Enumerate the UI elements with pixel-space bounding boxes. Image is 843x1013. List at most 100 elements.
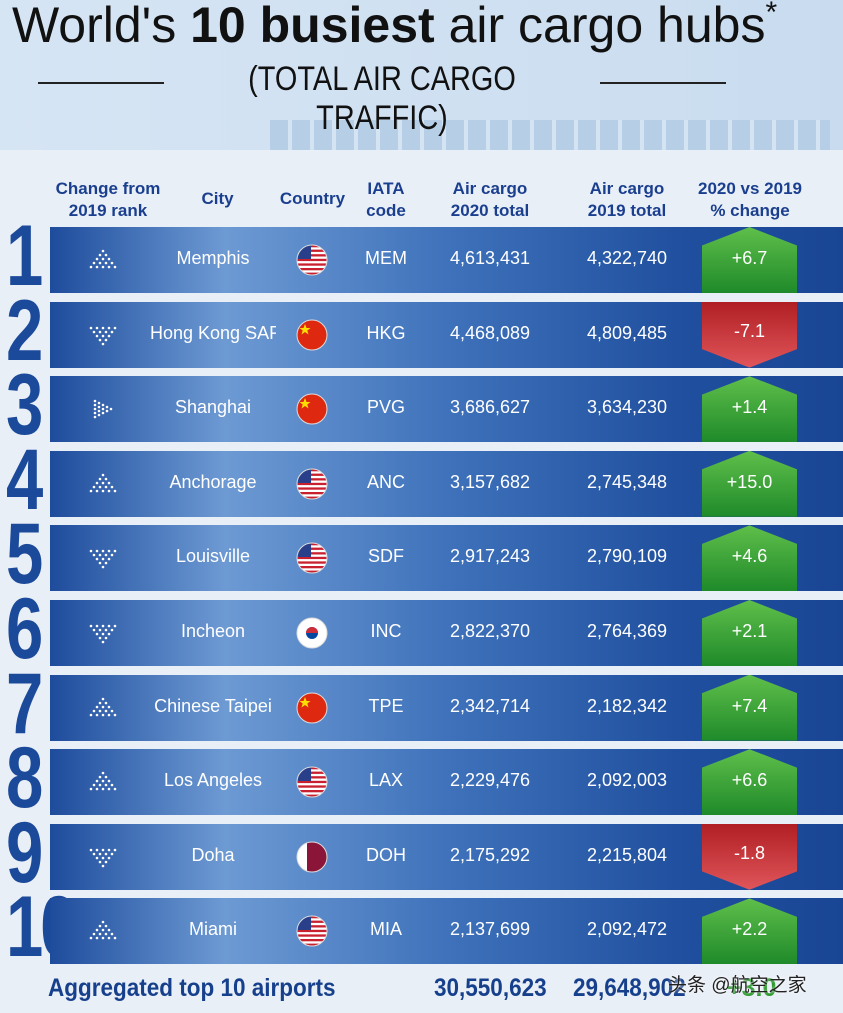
icon-part xyxy=(98,554,102,557)
icon-part xyxy=(296,766,328,798)
total-2020: 2,822,370 xyxy=(449,621,531,641)
icon-part xyxy=(104,933,108,936)
icon-part xyxy=(297,943,327,947)
icon-part xyxy=(104,330,108,333)
icon-part xyxy=(296,542,328,574)
icon-part xyxy=(105,405,109,409)
icon-part xyxy=(89,787,93,791)
icon-part xyxy=(107,481,111,485)
icon-part xyxy=(107,550,111,553)
icon-part xyxy=(98,709,102,712)
total-2019: 2,745,348 xyxy=(586,471,668,492)
city: Shanghai xyxy=(174,397,252,418)
icon-part xyxy=(107,632,111,636)
iata-code: MIA xyxy=(369,919,402,940)
icon-part xyxy=(297,841,307,872)
total-2020: 3,686,627 xyxy=(449,397,531,418)
iata-code: INC xyxy=(370,621,402,641)
watermark: 头条 @航空之家 xyxy=(668,975,807,996)
title-bold: 10 busiest xyxy=(190,0,435,53)
icon-part xyxy=(92,554,96,557)
city: Louisville xyxy=(175,546,251,567)
city: Incheon xyxy=(180,621,246,641)
icon-part xyxy=(92,261,96,265)
icon-part xyxy=(297,487,327,490)
city: Miami xyxy=(189,919,237,940)
icon-part xyxy=(101,326,105,329)
icon-part xyxy=(104,775,108,779)
icon-part xyxy=(89,848,93,852)
title: World's 10 busiest air cargo hubs* xyxy=(12,0,777,54)
icon-part xyxy=(101,624,105,628)
icon-part xyxy=(95,550,99,553)
footer-total: 30,550,623 xyxy=(434,974,547,1002)
icon-part xyxy=(95,334,99,337)
city: Chinese Taipei xyxy=(154,695,272,716)
icon-part xyxy=(107,558,111,561)
icon-part xyxy=(297,776,327,779)
icon-part xyxy=(104,783,108,787)
icon-part xyxy=(104,562,108,565)
icon-part xyxy=(89,713,93,716)
icon-part xyxy=(104,485,108,489)
title-mark: * xyxy=(765,0,778,29)
icon-part xyxy=(89,326,93,329)
rule xyxy=(38,82,164,84)
icon-part xyxy=(101,481,105,485)
icon xyxy=(89,550,117,569)
icon-part xyxy=(299,696,311,708)
icon xyxy=(296,841,328,873)
total-2019: 2,182,342 xyxy=(586,695,668,716)
icon-part xyxy=(297,263,327,266)
icon-part xyxy=(110,261,114,265)
icon-part xyxy=(296,319,328,351)
total-2020: 4,613,431 xyxy=(449,248,531,268)
icon-part xyxy=(297,552,327,555)
icon-part xyxy=(101,787,105,791)
icon-part xyxy=(297,496,327,499)
icon-part xyxy=(107,265,111,269)
icon-part xyxy=(113,265,117,269)
icon-part xyxy=(92,628,96,632)
icon-part xyxy=(297,841,327,872)
icon-part xyxy=(297,319,327,350)
icon-part xyxy=(297,272,327,275)
icon-part xyxy=(107,326,111,329)
icon-part xyxy=(107,489,111,493)
icon-part xyxy=(104,701,108,704)
icon-part xyxy=(101,779,105,783)
column-header: 2020 vs 2019 % change xyxy=(698,179,802,220)
icon-part xyxy=(98,860,102,864)
icon-part xyxy=(95,705,99,708)
icon-part xyxy=(297,491,327,495)
icon-part xyxy=(104,554,108,557)
icon-part xyxy=(113,624,117,628)
icon-part xyxy=(297,925,327,928)
icon-part xyxy=(101,929,105,932)
icon-part xyxy=(107,848,111,852)
icon-part xyxy=(104,253,108,257)
total-2020: 2,137,699 xyxy=(449,919,531,940)
iata-code: HKG xyxy=(366,322,406,343)
rank-number: 5 xyxy=(6,506,43,603)
total-2019: 3,634,230 xyxy=(586,397,668,418)
icon-part xyxy=(98,628,102,632)
icon-part xyxy=(110,709,114,712)
subtitle: (TOTAL AIR CARGO TRAFFIC) xyxy=(248,60,516,137)
icon-part xyxy=(297,468,327,499)
icon-part xyxy=(98,783,102,787)
icon-part xyxy=(101,403,105,407)
icon-part xyxy=(297,473,327,476)
icon-part xyxy=(101,848,105,852)
icon-part xyxy=(105,409,109,413)
icon-part xyxy=(299,398,311,409)
column-header: City xyxy=(201,189,234,208)
icon xyxy=(296,692,328,724)
icon-part xyxy=(296,244,328,276)
footer-change: +3.0 xyxy=(727,974,777,1002)
icon-part xyxy=(98,330,102,333)
icon-part xyxy=(104,636,108,640)
icon-part xyxy=(107,929,111,932)
icon-part xyxy=(296,841,328,873)
